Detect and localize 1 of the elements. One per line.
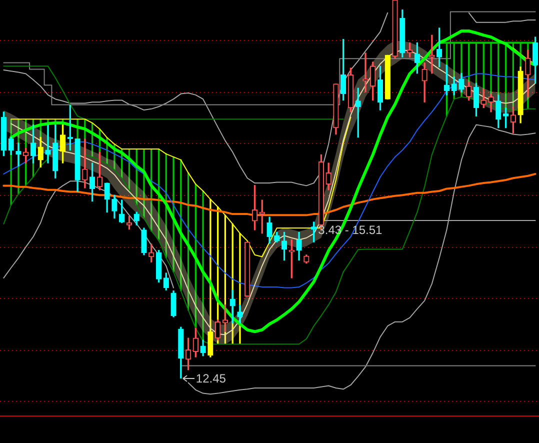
annotation: 12.45: [196, 371, 226, 386]
